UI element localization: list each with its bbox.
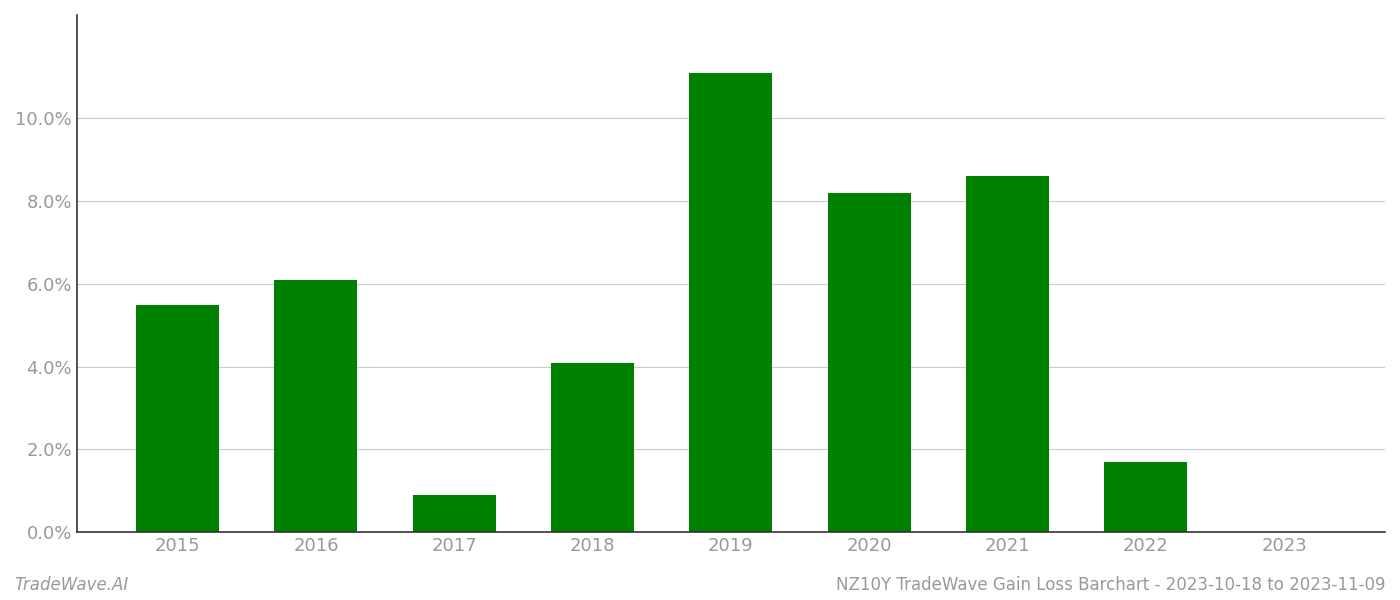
Bar bbox=[552, 362, 634, 532]
Text: TradeWave.AI: TradeWave.AI bbox=[14, 576, 129, 594]
Bar bbox=[966, 176, 1049, 532]
Bar bbox=[274, 280, 357, 532]
Bar bbox=[689, 73, 773, 532]
Bar bbox=[827, 193, 910, 532]
Bar bbox=[413, 495, 496, 532]
Bar bbox=[1105, 462, 1187, 532]
Bar bbox=[136, 305, 218, 532]
Text: NZ10Y TradeWave Gain Loss Barchart - 2023-10-18 to 2023-11-09: NZ10Y TradeWave Gain Loss Barchart - 202… bbox=[837, 576, 1386, 594]
